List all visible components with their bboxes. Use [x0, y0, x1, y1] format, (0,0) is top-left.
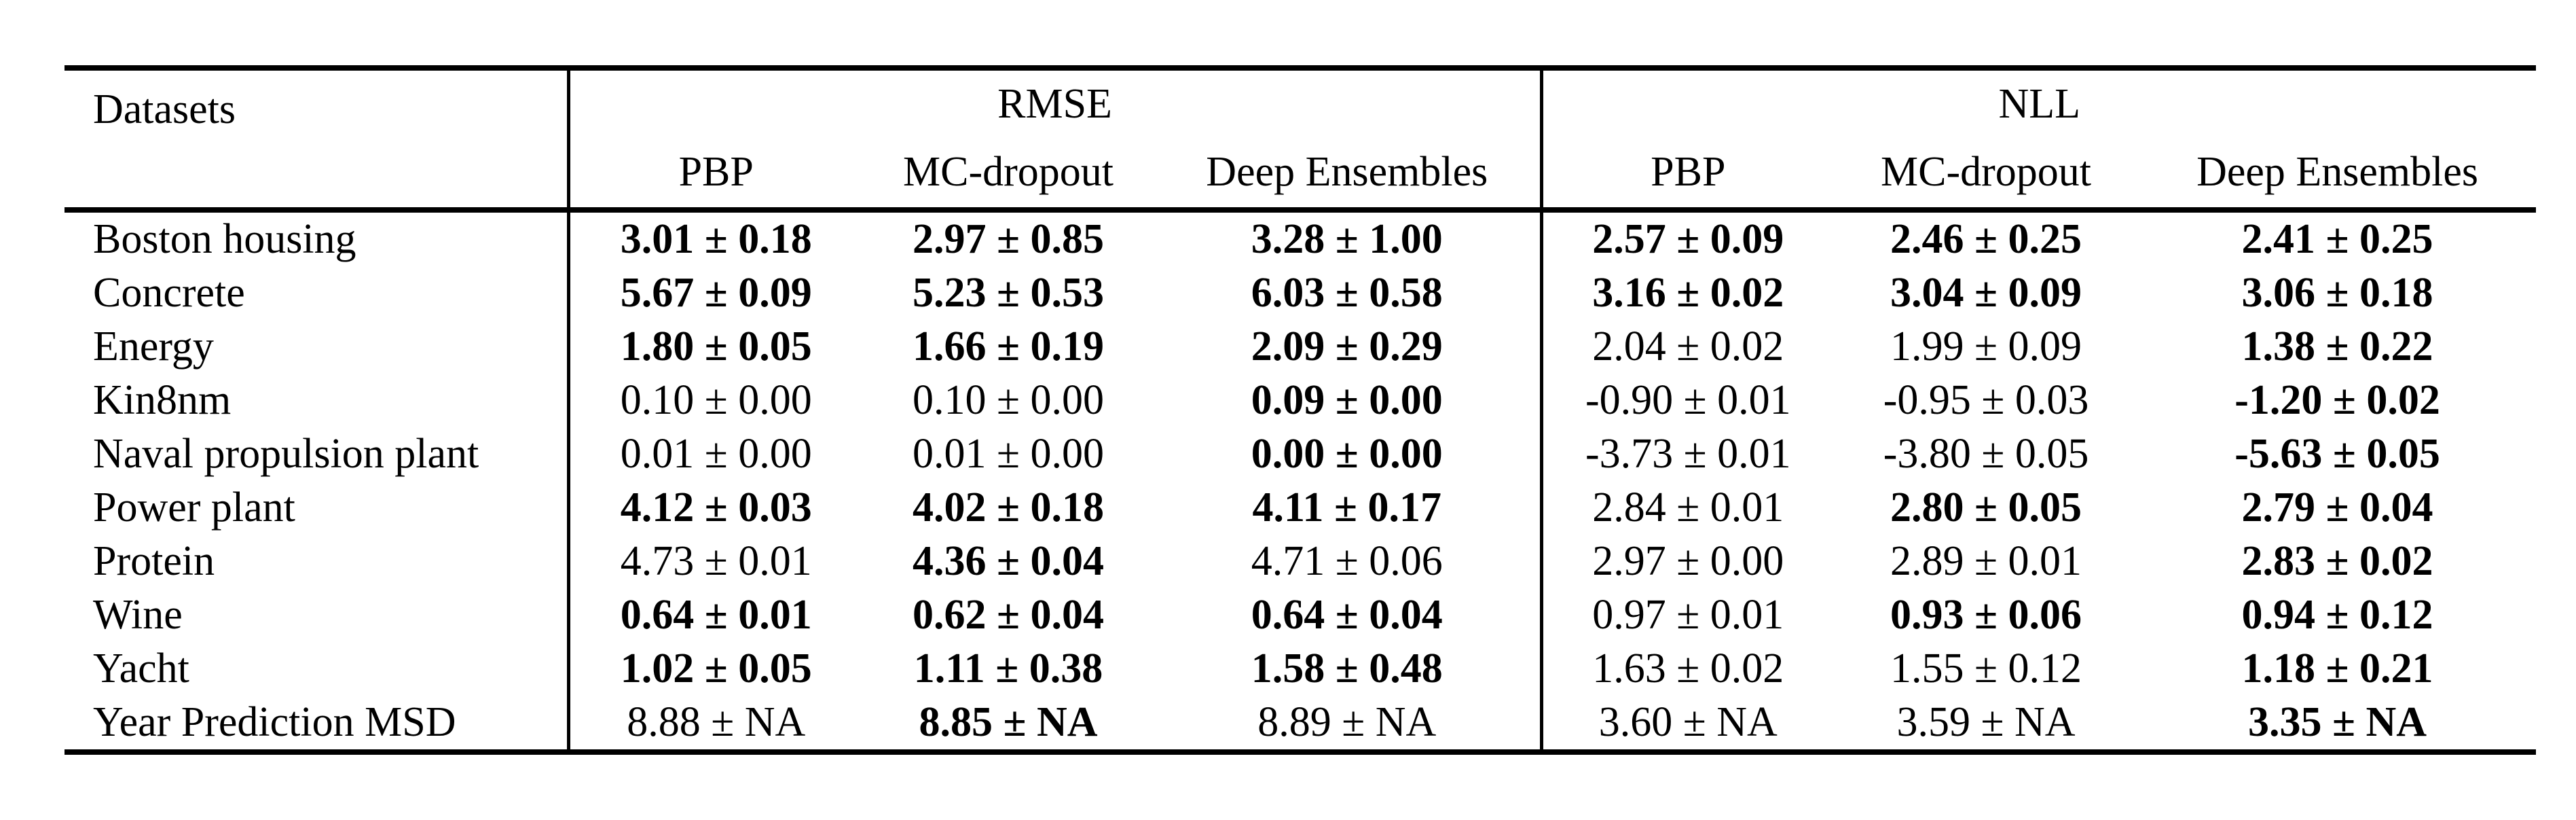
- nll-value-cell: 3.06 ± 0.18: [2241, 270, 2433, 316]
- nll-value-cell: -1.20 ± 0.02: [2234, 377, 2440, 423]
- nll-group-header: NLL: [1998, 80, 2081, 127]
- nll-value-cell: 0.94 ± 0.12: [2241, 592, 2433, 638]
- nll-value-cell: 1.63 ± 0.02: [1592, 645, 1784, 692]
- rmse-value-cell: 0.64 ± 0.04: [1154, 588, 1543, 642]
- rmse-mc-dropout-header: MC-dropout: [903, 149, 1114, 195]
- nll-value-cell: 2.57 ± 0.09: [1592, 216, 1784, 262]
- rmse-value-cell: 2.09 ± 0.29: [1154, 320, 1543, 374]
- rmse-value-cell: 4.12 ± 0.03: [620, 484, 812, 531]
- dataset-name-cell: Kin8nm: [65, 374, 570, 427]
- table-row: Boston housing 3.01 ± 0.18 2.97 ± 0.85 3.28…: [65, 210, 2536, 266]
- rmse-value-cell: 0.64 ± 0.01: [620, 592, 812, 638]
- rmse-value-cell: 1.66 ± 0.19: [912, 323, 1105, 370]
- nll-value-cell: -5.63 ± 0.05: [2234, 431, 2440, 477]
- rmse-value-cell: 4.02 ± 0.18: [912, 484, 1105, 531]
- dataset-name-cell: Yacht: [65, 642, 570, 696]
- dataset-name-cell: Energy: [65, 320, 570, 374]
- header-method-row: PBP MC-dropout Deep Ensembles PBP MC-dro…: [65, 137, 2536, 210]
- nll-deep-ensembles-header: Deep Ensembles: [2196, 149, 2479, 195]
- rmse-pbp-header: PBP: [678, 149, 754, 195]
- rmse-value-cell: 8.88 ± NA: [627, 699, 806, 745]
- rmse-value-cell: 3.01 ± 0.18: [620, 216, 812, 262]
- nll-mc-dropout-header: MC-dropout: [1881, 149, 2092, 195]
- nll-value-cell: 3.35 ± NA: [2248, 699, 2427, 745]
- table-row: Year Prediction MSD 8.88 ± NA 8.85 ± NA 8.8…: [65, 696, 2536, 752]
- rmse-value-cell: 0.01 ± 0.00: [912, 431, 1105, 477]
- table-row: Concrete 5.67 ± 0.09 5.23 ± 0.53 6.03 ± 0.5…: [65, 266, 2536, 320]
- nll-value-cell: 0.97 ± 0.01: [1592, 592, 1784, 638]
- rmse-value-cell: 5.23 ± 0.53: [912, 270, 1105, 316]
- nll-value-cell: 1.18 ± 0.21: [2241, 645, 2433, 692]
- nll-value-cell: 2.89 ± 0.01: [1890, 538, 2082, 584]
- rmse-value-cell: 1.11 ± 0.38: [913, 645, 1103, 692]
- nll-value-cell: -3.80 ± 0.05: [1883, 431, 2089, 477]
- rmse-group-header: RMSE: [568, 68, 1543, 137]
- datasets-column-header: Datasets: [65, 68, 570, 210]
- table-row: Kin8nm 0.10 ± 0.00 0.10 ± 0.00 0.09 ± 0.00-…: [65, 374, 2536, 427]
- nll-value-cell: -0.90 ± 0.01: [1585, 377, 1791, 423]
- rmse-value-cell: 0.09 ± 0.00: [1154, 374, 1543, 427]
- nll-value-cell: 2.04 ± 0.02: [1592, 323, 1784, 370]
- nll-value-cell: 1.55 ± 0.12: [1890, 645, 2082, 692]
- table-header: Datasets RMSE NLL PBP MC-dropout Deep En…: [65, 68, 2537, 210]
- dataset-name-cell: Power plant: [65, 481, 570, 535]
- rmse-value-cell: 0.62 ± 0.04: [912, 592, 1105, 638]
- rmse-value-cell: 0.00 ± 0.00: [1154, 427, 1543, 481]
- nll-value-cell: 2.84 ± 0.01: [1592, 484, 1784, 531]
- nll-value-cell: -0.95 ± 0.03: [1883, 377, 2089, 423]
- nll-pbp-header: PBP: [1651, 149, 1726, 195]
- rmse-value-cell: 0.01 ± 0.00: [620, 431, 812, 477]
- nll-value-cell: 3.16 ± 0.02: [1592, 270, 1784, 316]
- nll-value-cell: 2.79 ± 0.04: [2241, 484, 2433, 531]
- rmse-value-cell: 4.36 ± 0.04: [912, 538, 1105, 584]
- header-group-row: Datasets RMSE NLL: [65, 68, 2536, 210]
- rmse-value-cell: 1.80 ± 0.05: [620, 323, 812, 370]
- table-row: Yacht 1.02 ± 0.05 1.11 ± 0.38 1.58 ± 0.48 1.…: [65, 642, 2536, 696]
- nll-value-cell: -3.73 ± 0.01: [1585, 431, 1791, 477]
- nll-value-cell: 3.60 ± NA: [1598, 699, 1778, 745]
- rmse-deep-ensembles-header: Deep Ensembles: [1154, 137, 1543, 210]
- nll-value-cell: 2.46 ± 0.25: [1890, 216, 2082, 262]
- nll-value-cell: 0.93 ± 0.06: [1890, 592, 2082, 638]
- dataset-name-cell: Protein: [65, 535, 570, 588]
- dataset-name-cell: Naval propulsion plant: [65, 427, 570, 481]
- nll-value-cell: 2.41 ± 0.25: [2241, 216, 2433, 262]
- nll-value-cell: 2.97 ± 0.00: [1592, 538, 1784, 584]
- table-row: Wine 0.64 ± 0.01 0.62 ± 0.04 0.64 ± 0.04 0.9…: [65, 588, 2536, 642]
- dataset-name-cell: Year Prediction MSD: [65, 696, 570, 752]
- rmse-value-cell: 3.28 ± 1.00: [1154, 210, 1543, 266]
- rmse-value-cell: 1.02 ± 0.05: [620, 645, 812, 692]
- dataset-name-cell: Wine: [65, 588, 570, 642]
- rmse-value-cell: 0.10 ± 0.00: [620, 377, 812, 423]
- rmse-value-cell: 2.97 ± 0.85: [912, 216, 1105, 262]
- table-row: Protein 4.73 ± 0.01 4.36 ± 0.04 4.71 ± 0.06…: [65, 535, 2536, 588]
- rmse-value-cell: 8.85 ± NA: [919, 699, 1098, 745]
- results-table: Datasets RMSE NLL PBP MC-dropout Deep En…: [65, 65, 2537, 755]
- rmse-value-cell: 4.71 ± 0.06: [1154, 535, 1543, 588]
- rmse-value-cell: 6.03 ± 0.58: [1154, 266, 1543, 320]
- table-row: Naval propulsion plant 0.01 ± 0.00 0.01 ± …: [65, 427, 2536, 481]
- dataset-name-cell: Concrete: [65, 266, 570, 320]
- nll-value-cell: 1.38 ± 0.22: [2241, 323, 2433, 370]
- rmse-value-cell: 1.58 ± 0.48: [1154, 642, 1543, 696]
- table-body: Boston housing 3.01 ± 0.18 2.97 ± 0.85 3.28…: [65, 210, 2536, 752]
- rmse-value-cell: 4.73 ± 0.01: [620, 538, 812, 584]
- rmse-value-cell: 4.11 ± 0.17: [1154, 481, 1543, 535]
- rmse-value-cell: 8.89 ± NA: [1154, 696, 1543, 752]
- nll-value-cell: 2.83 ± 0.02: [2241, 538, 2433, 584]
- table-row: Power plant 4.12 ± 0.03 4.02 ± 0.18 4.11 ± …: [65, 481, 2536, 535]
- nll-value-cell: 2.80 ± 0.05: [1890, 484, 2082, 531]
- dataset-name-cell: Boston housing: [65, 210, 570, 266]
- nll-value-cell: 1.99 ± 0.09: [1890, 323, 2082, 370]
- rmse-value-cell: 5.67 ± 0.09: [620, 270, 812, 316]
- nll-value-cell: 3.04 ± 0.09: [1890, 270, 2082, 316]
- table-row: Energy 1.80 ± 0.05 1.66 ± 0.19 2.09 ± 0.29 2…: [65, 320, 2536, 374]
- rmse-value-cell: 0.10 ± 0.00: [912, 377, 1105, 423]
- nll-value-cell: 3.59 ± NA: [1896, 699, 2076, 745]
